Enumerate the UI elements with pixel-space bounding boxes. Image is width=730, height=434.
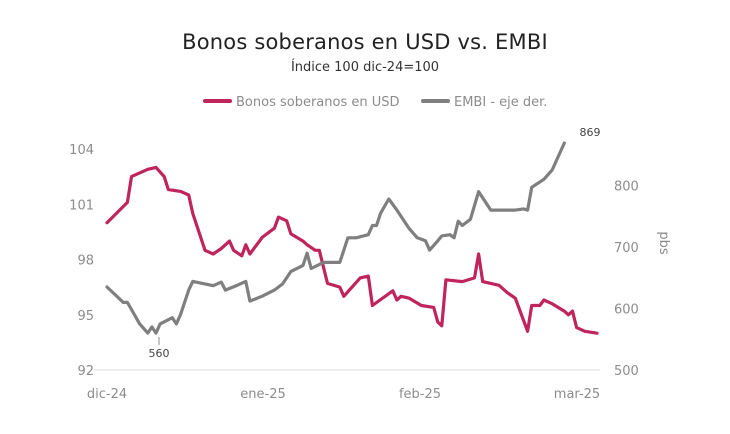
y-left-tick-label: 101 — [69, 198, 94, 213]
legend-label: Bonos soberanos en USD — [236, 95, 400, 110]
y-left-tick-label: 98 — [77, 254, 94, 269]
x-tick-label: ene-25 — [240, 387, 285, 402]
annotation-min-embi: 560 — [149, 347, 170, 360]
chart-title: Bonos soberanos en USD vs. EMBI — [182, 30, 548, 54]
y-right-axis-label: pbs — [656, 231, 671, 255]
y-left-tick-label: 92 — [77, 364, 94, 379]
y-left-tick-label: 95 — [77, 309, 94, 324]
series-line-embi — [105, 141, 566, 335]
x-tick-label: feb-25 — [399, 387, 441, 402]
y-right-tick-label: 800 — [614, 180, 639, 195]
y-left-tick-label: 104 — [69, 143, 94, 158]
y-right-tick-label: 500 — [614, 364, 639, 379]
legend-label: EMBI - eje der. — [454, 95, 547, 110]
x-tick-label: mar-25 — [554, 387, 600, 402]
x-tick-label: dic-24 — [87, 387, 127, 402]
y-right-tick-label: 700 — [614, 241, 639, 256]
y-right-tick-label: 600 — [614, 303, 639, 318]
series-line-bonos — [105, 165, 599, 335]
chart-subtitle: Índice 100 dic-24=100 — [290, 60, 440, 75]
annotation-last-embi: 869 — [580, 126, 601, 139]
